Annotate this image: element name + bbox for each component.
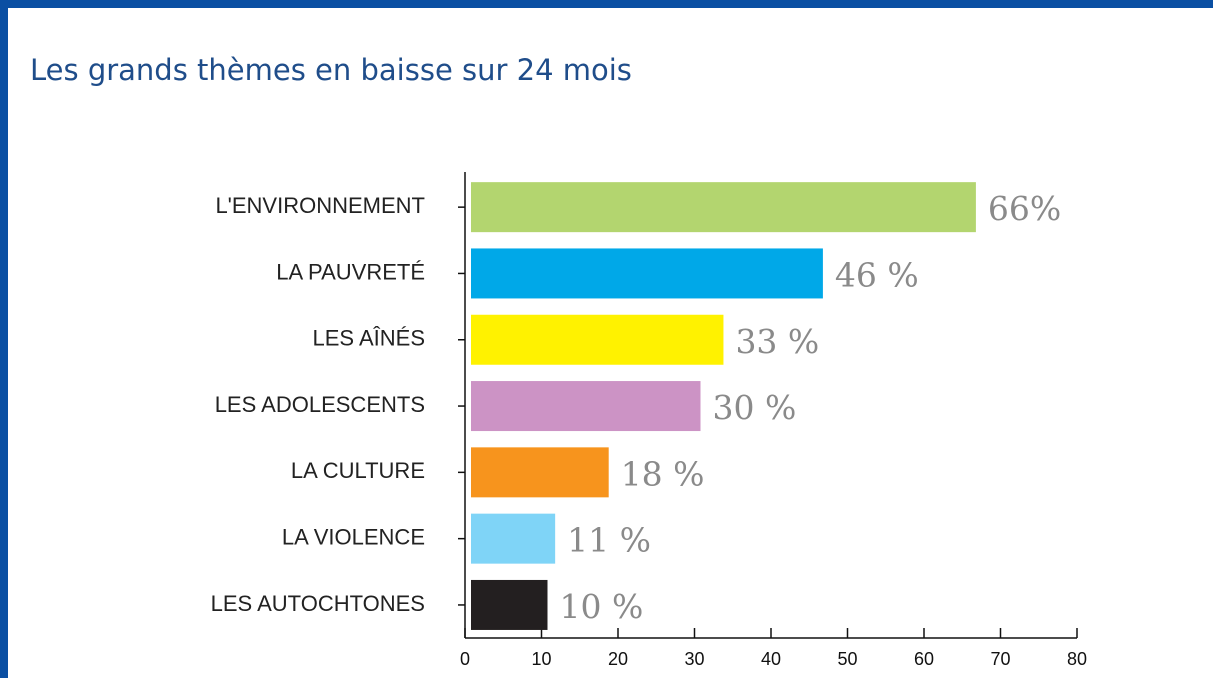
x-tick-label: 40 — [761, 649, 781, 669]
value-label: 18 % — [621, 454, 705, 493]
value-label: 33 % — [735, 322, 819, 361]
x-tick-label: 60 — [914, 649, 934, 669]
category-label: LES AÎNÉS — [312, 326, 425, 351]
category-label: LA PAUVRETÉ — [276, 259, 425, 284]
bar — [471, 447, 609, 498]
category-label: LA CULTURE — [291, 458, 425, 483]
category-label: LA VIOLENCE — [282, 524, 425, 549]
category-label: L'ENVIRONNEMENT — [215, 193, 425, 218]
chart-title: Les grands thèmes en baisse sur 24 mois — [30, 53, 632, 87]
x-tick-label: 70 — [990, 649, 1010, 669]
x-tick-label: 30 — [684, 649, 704, 669]
bar — [471, 381, 701, 432]
bar — [471, 182, 976, 233]
bar — [471, 513, 556, 564]
x-tick-label: 0 — [460, 649, 470, 669]
category-label: LES ADOLESCENTS — [215, 392, 425, 417]
value-label: 30 % — [713, 388, 797, 427]
value-label: 11 % — [567, 521, 651, 560]
x-tick-label: 50 — [837, 649, 857, 669]
value-label: 10 % — [560, 587, 644, 626]
value-label: 46 % — [835, 255, 919, 294]
category-label: LES AUTOCHTONES — [211, 591, 425, 616]
bar — [471, 314, 724, 365]
x-tick-label: 20 — [608, 649, 628, 669]
bar — [471, 248, 823, 299]
value-label: 66% — [988, 189, 1061, 228]
x-tick-label: 10 — [531, 649, 551, 669]
bar — [471, 579, 548, 630]
x-tick-label: 80 — [1067, 649, 1087, 669]
